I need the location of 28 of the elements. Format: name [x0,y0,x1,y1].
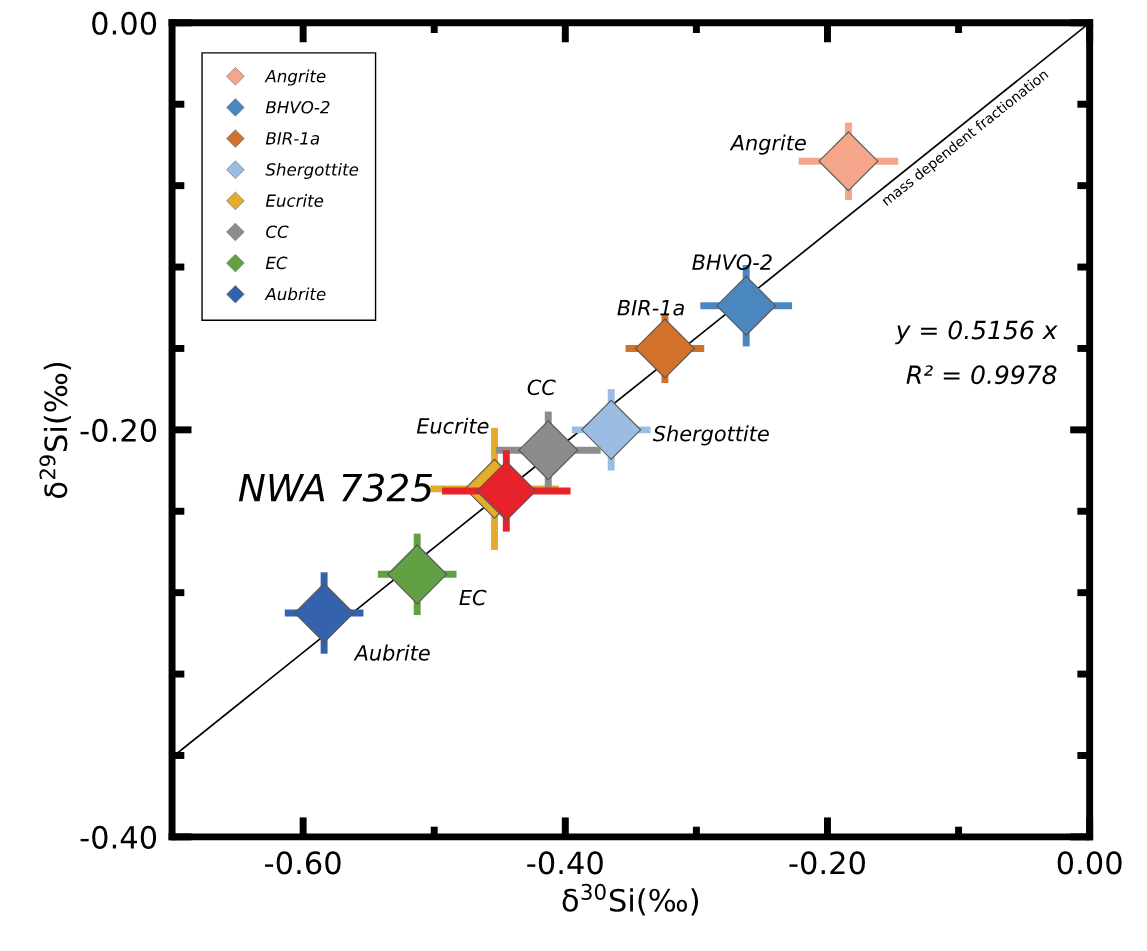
legend-label: BIR-1a [265,132,320,145]
text: CC [527,379,556,396]
legend-label: BHVO-2 [265,100,330,114]
legend-label: Shergottite [265,162,359,180]
annotation: R² = 0.9978 [906,365,1057,385]
y-axis-title: δ$^{29}$Si(‰) [39,362,71,498]
legend-label: Angrite [264,69,326,86]
annotation: NWA 7325 [238,473,433,502]
y-tick-label: -0.20 [80,418,157,442]
y-tick-label: -0.40 [80,825,157,849]
annotation: y = 0.5156 x [895,320,1058,345]
y-tick-label: 0.00 [92,11,157,35]
legend-label: Aubrite [264,287,326,301]
text: Aubrite [353,644,430,661]
x-tick-label: -0.40 [527,851,603,875]
text: BIR-1a [617,300,684,316]
legend-label: CC [266,225,289,239]
text: Eucrite [416,417,489,434]
text: BHVO-2 [692,254,772,271]
text: EC [459,589,487,606]
x-axis-title: δ$^{30}$Si(‰) [562,883,699,916]
x-tick-label: 0.00 [1057,851,1122,875]
legend-label: EC [265,256,288,270]
text: Shergottite [652,425,769,446]
x-tick-label: -0.60 [265,851,341,875]
x-tick-label: -0.20 [789,851,865,875]
text: Angrite [729,134,806,155]
legend-label: Eucrite [265,194,324,207]
